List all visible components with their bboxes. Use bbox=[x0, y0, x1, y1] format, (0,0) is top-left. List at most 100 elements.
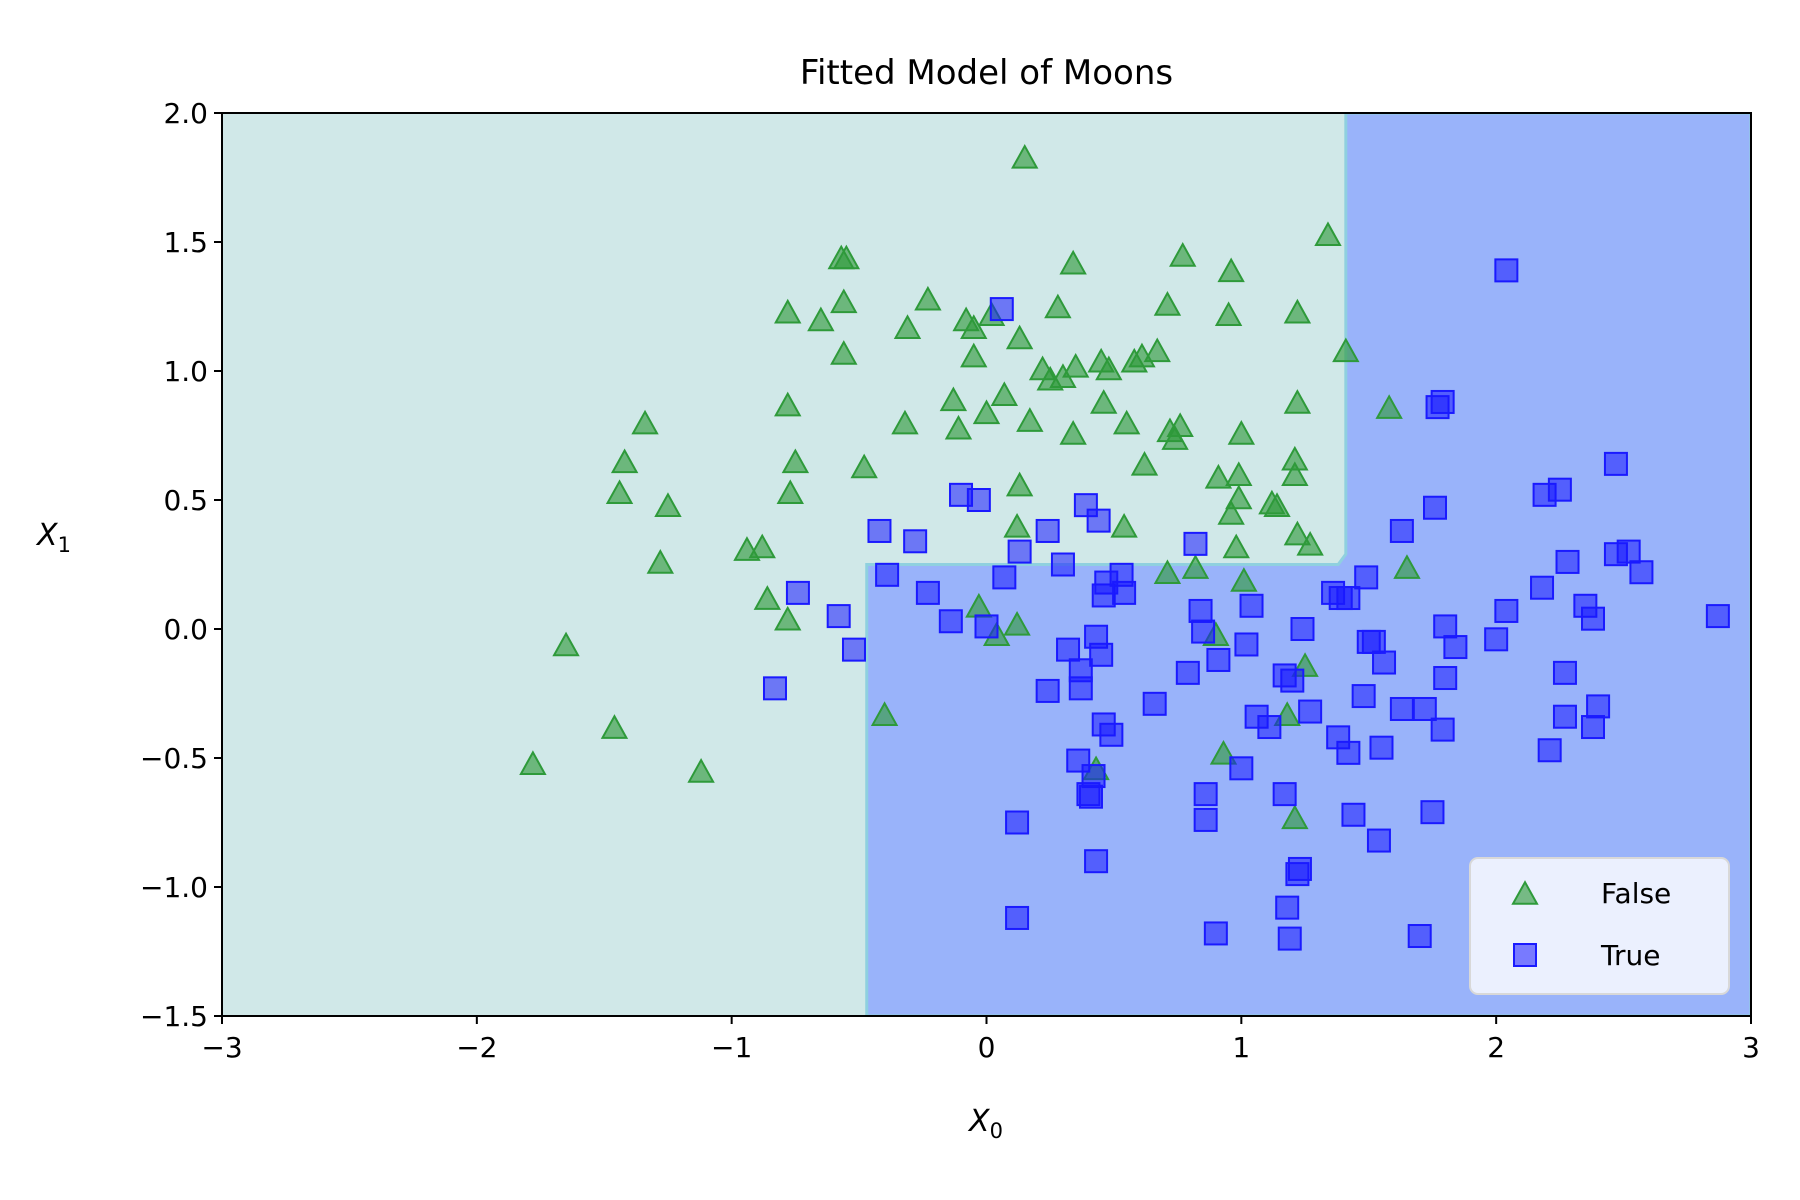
false-point bbox=[1283, 389, 1312, 414]
true-point bbox=[1581, 606, 1606, 631]
false-point bbox=[1281, 804, 1309, 830]
false-point bbox=[893, 314, 922, 339]
y-tick-label: 1.0 bbox=[163, 355, 208, 388]
false-point bbox=[1181, 554, 1210, 579]
true-point bbox=[1035, 518, 1060, 543]
true-point bbox=[1272, 782, 1297, 807]
y-tick-label: 0.0 bbox=[163, 613, 208, 646]
y-tick-label: 2.0 bbox=[163, 97, 208, 130]
true-point bbox=[1239, 593, 1264, 618]
true-point bbox=[1407, 924, 1432, 949]
false-point bbox=[1003, 512, 1031, 538]
true-point bbox=[1005, 905, 1030, 930]
false-point bbox=[1283, 520, 1312, 546]
true-point bbox=[867, 518, 892, 543]
legend-false-marker bbox=[1511, 880, 1539, 905]
true-point bbox=[1433, 666, 1458, 691]
x-tick-label: −2 bbox=[456, 1031, 497, 1064]
true-point bbox=[1112, 580, 1137, 605]
true-point bbox=[1484, 627, 1509, 652]
false-point bbox=[960, 314, 988, 339]
false-point bbox=[753, 585, 782, 610]
x-tick-label: 3 bbox=[1742, 1031, 1760, 1064]
true-point bbox=[992, 565, 1017, 590]
false-point bbox=[1005, 324, 1034, 350]
true-point bbox=[1443, 635, 1468, 660]
true-point bbox=[1336, 586, 1361, 611]
false-point bbox=[944, 414, 973, 440]
false-point bbox=[1217, 257, 1245, 283]
true-point bbox=[1603, 451, 1628, 476]
true-point bbox=[1298, 699, 1323, 724]
false-point bbox=[1110, 512, 1138, 538]
true-point bbox=[1050, 552, 1075, 577]
false-point bbox=[1225, 484, 1253, 510]
chart-title: Fitted Model of Moons bbox=[800, 53, 1173, 93]
true-point bbox=[1354, 565, 1379, 590]
true-point bbox=[1035, 678, 1060, 703]
false-point bbox=[519, 750, 547, 775]
false-point bbox=[1153, 291, 1182, 316]
true-point bbox=[1285, 862, 1310, 887]
true-point bbox=[1423, 495, 1448, 520]
true-point bbox=[966, 488, 991, 512]
false-point bbox=[807, 306, 835, 332]
false-point bbox=[1222, 533, 1250, 559]
true-point bbox=[1188, 598, 1213, 623]
x-axis-label: X0 bbox=[967, 1104, 1003, 1143]
true-point bbox=[1099, 722, 1124, 747]
false-point bbox=[600, 714, 629, 739]
true-point bbox=[1078, 784, 1103, 809]
true-point bbox=[1089, 642, 1114, 667]
true-point bbox=[1537, 738, 1562, 763]
true-point bbox=[1193, 807, 1218, 832]
false-point bbox=[1059, 420, 1087, 445]
y-axis-label: X1 bbox=[35, 518, 71, 557]
false-point bbox=[1044, 293, 1072, 319]
false-point bbox=[1166, 412, 1194, 437]
false-point bbox=[1153, 559, 1182, 585]
false-point bbox=[1169, 242, 1197, 267]
x-tick-label: −1 bbox=[711, 1031, 752, 1064]
false-point bbox=[1281, 461, 1309, 486]
false-point bbox=[870, 701, 899, 726]
false-point bbox=[1130, 451, 1159, 476]
true-point bbox=[1530, 575, 1555, 600]
false-point bbox=[774, 391, 802, 417]
false-point bbox=[1090, 389, 1118, 414]
true-point bbox=[1433, 614, 1458, 639]
true-point bbox=[1586, 694, 1611, 719]
false-point bbox=[1230, 567, 1258, 592]
false-point bbox=[774, 298, 802, 324]
false-point bbox=[605, 479, 634, 505]
true-point bbox=[1084, 849, 1109, 874]
false-point bbox=[939, 386, 968, 412]
false-point bbox=[1217, 500, 1245, 525]
false-point bbox=[687, 758, 715, 783]
x-tick-label: 1 bbox=[1232, 1031, 1250, 1064]
false-point bbox=[631, 409, 659, 435]
y-axis-ticks: −1.5 −1.0 −0.5 0.0 0.5 1.0 1.5 2.0 bbox=[140, 97, 222, 1033]
legend-box bbox=[1469, 857, 1730, 995]
false-point bbox=[1061, 352, 1090, 378]
y-tick-label: −1.0 bbox=[140, 871, 208, 904]
false-point bbox=[1227, 420, 1256, 445]
false-point bbox=[914, 285, 942, 311]
false-point bbox=[776, 479, 804, 505]
y-axis-label-main: X bbox=[35, 518, 59, 553]
true-point bbox=[1183, 531, 1208, 556]
false-point bbox=[891, 409, 919, 435]
true-series bbox=[762, 258, 1730, 951]
true-point bbox=[1280, 668, 1305, 693]
true-point bbox=[762, 676, 787, 701]
x-tick-label: 2 bbox=[1487, 1031, 1505, 1064]
true-point bbox=[1007, 539, 1032, 564]
legend-false-label: False bbox=[1601, 877, 1671, 910]
true-point bbox=[1191, 619, 1216, 644]
y-tick-label: 1.5 bbox=[163, 226, 208, 259]
false-point bbox=[960, 342, 988, 368]
false-point bbox=[990, 381, 1019, 407]
x-tick-label: −3 bbox=[201, 1031, 242, 1064]
true-point bbox=[841, 637, 866, 662]
